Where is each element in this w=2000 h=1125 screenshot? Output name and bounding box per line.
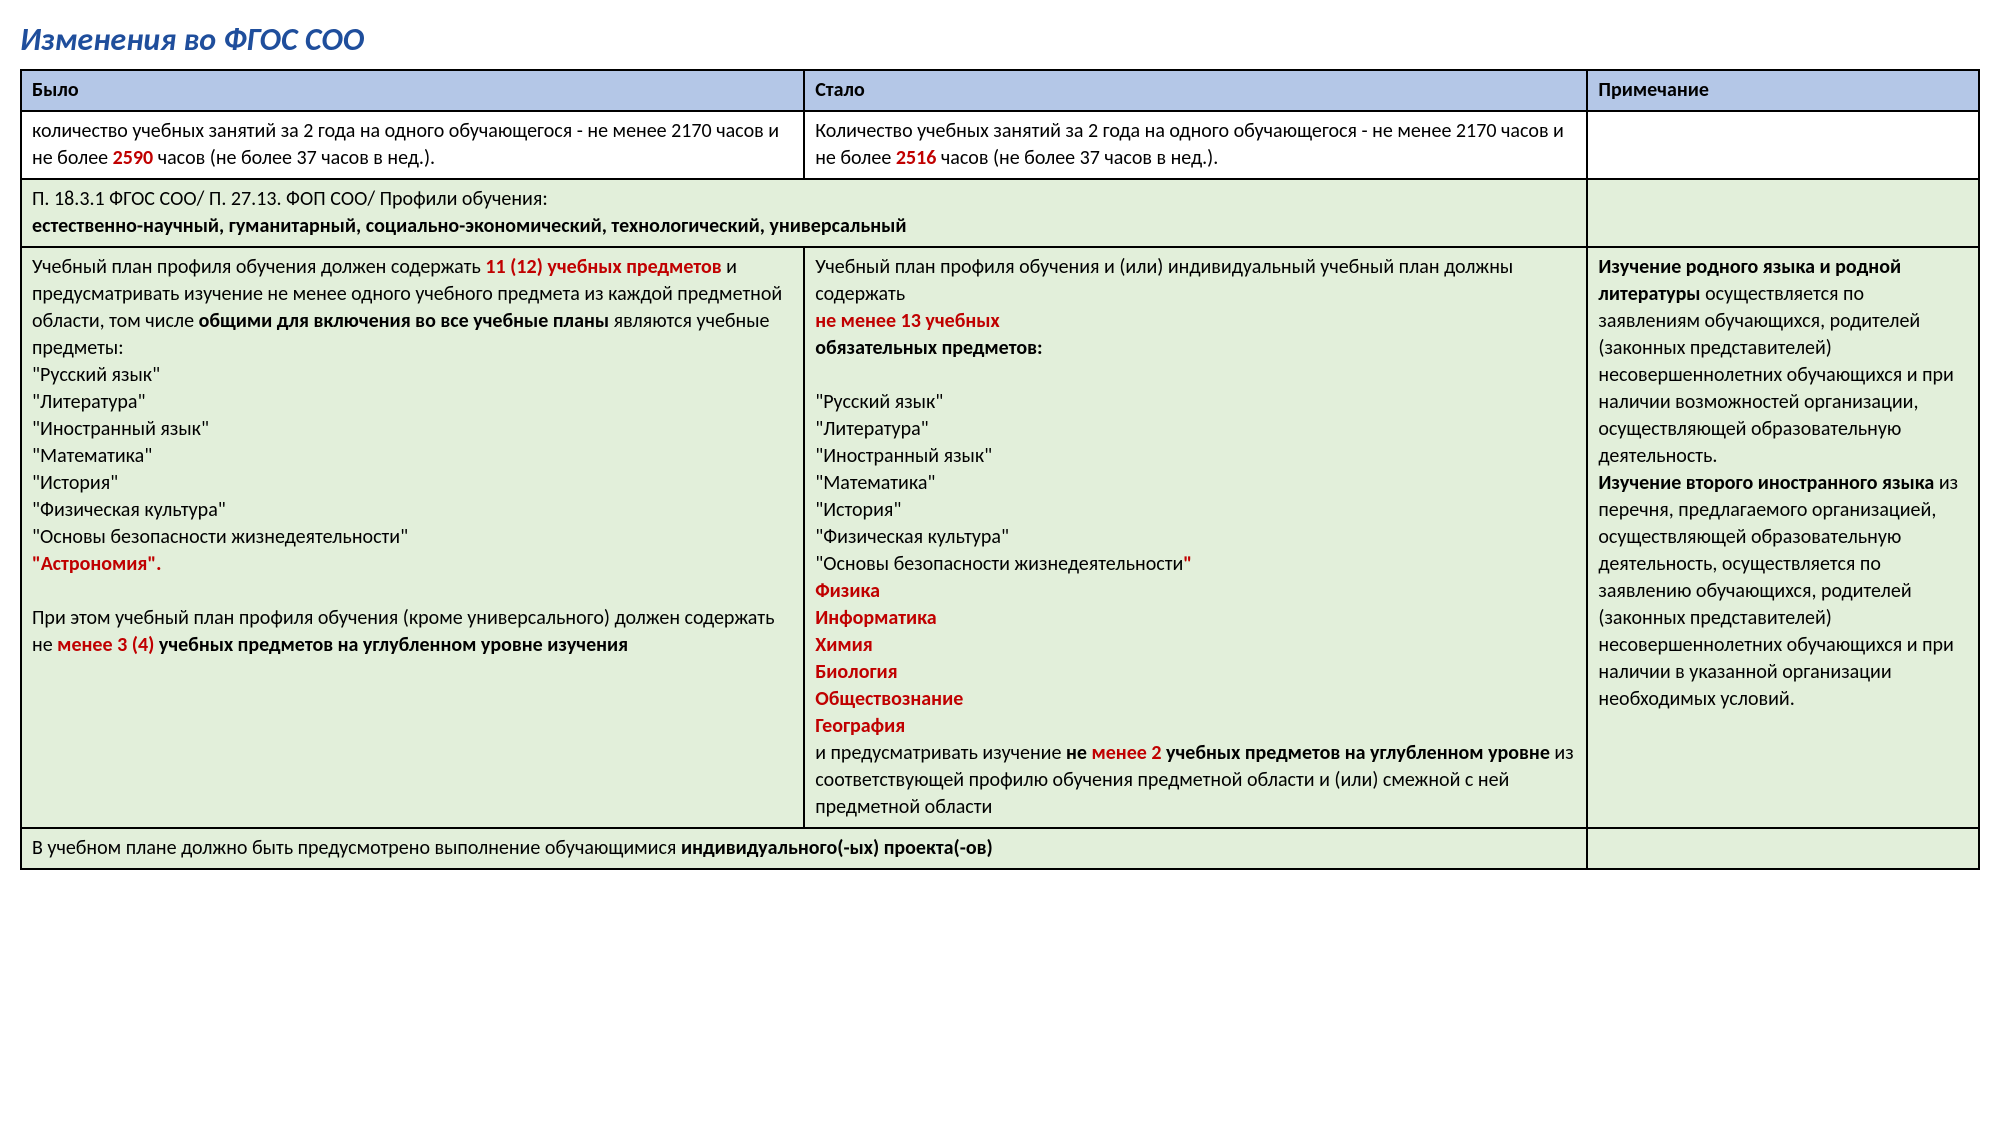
col-note: Примечание [1587, 70, 1979, 111]
list-item: Физика [815, 578, 1576, 605]
row-profiles: П. 18.3.1 ФГОС СОО/ П. 27.13. ФОП СОО/ П… [21, 179, 1979, 247]
row-project: В учебном плане должно быть предусмотрен… [21, 828, 1979, 869]
now-subjects-red: ФизикаИнформатикаХимияБиологияОбществозн… [815, 578, 1576, 740]
list-item: Химия [815, 632, 1576, 659]
hours-now: Количество учебных занятий за 2 года на … [804, 111, 1587, 179]
list-item: Биология [815, 659, 1576, 686]
list-item: "История" [32, 470, 793, 497]
row-hours: количество учебных занятий за 2 года на … [21, 111, 1979, 179]
hours-was: количество учебных занятий за 2 года на … [21, 111, 804, 179]
col-was: Было [21, 70, 804, 111]
profiles-cell: П. 18.3.1 ФГОС СОО/ П. 27.13. ФОП СОО/ П… [21, 179, 1587, 247]
now-subjects-black: "Русский язык""Литература""Иностранный я… [815, 389, 1576, 551]
hours-note [1587, 111, 1979, 179]
col-now: Стало [804, 70, 1587, 111]
list-item: "Физическая культура" [815, 524, 1576, 551]
project-cell: В учебном плане должно быть предусмотрен… [21, 828, 1587, 869]
plan-was: Учебный план профиля обучения должен сод… [21, 247, 804, 828]
list-item: "Основы безопасности жизнедеятельности" [32, 524, 793, 551]
project-note [1587, 828, 1979, 869]
was-subjects-red: "Астрономия". [32, 551, 793, 578]
list-item: "Литература" [32, 389, 793, 416]
list-item: "Иностранный язык" [32, 416, 793, 443]
comparison-table: Было Стало Примечание количество учебных… [20, 69, 1980, 870]
list-item: Информатика [815, 605, 1576, 632]
list-item: "Иностранный язык" [815, 443, 1576, 470]
list-item: "Русский язык" [815, 389, 1576, 416]
plan-now: Учебный план профиля обучения и (или) ин… [804, 247, 1587, 828]
list-item: "Литература" [815, 416, 1576, 443]
plan-note: Изучение родного языка и родной литерату… [1587, 247, 1979, 828]
profiles-note [1587, 179, 1979, 247]
was-subjects-black: "Русский язык""Литература""Иностранный я… [32, 362, 793, 551]
list-item: География [815, 713, 1576, 740]
list-item: "Математика" [815, 470, 1576, 497]
now-subj-obzh: "Основы безопасности жизнедеятельности" [815, 551, 1576, 578]
list-item: "Физическая культура" [32, 497, 793, 524]
row-plan: Учебный план профиля обучения должен сод… [21, 247, 1979, 828]
list-item: "Математика" [32, 443, 793, 470]
page-title: Изменения во ФГОС СОО [20, 20, 1980, 59]
list-item: "Астрономия". [32, 551, 793, 578]
list-item: "История" [815, 497, 1576, 524]
list-item: Обществознание [815, 686, 1576, 713]
table-header-row: Было Стало Примечание [21, 70, 1979, 111]
list-item: "Русский язык" [32, 362, 793, 389]
